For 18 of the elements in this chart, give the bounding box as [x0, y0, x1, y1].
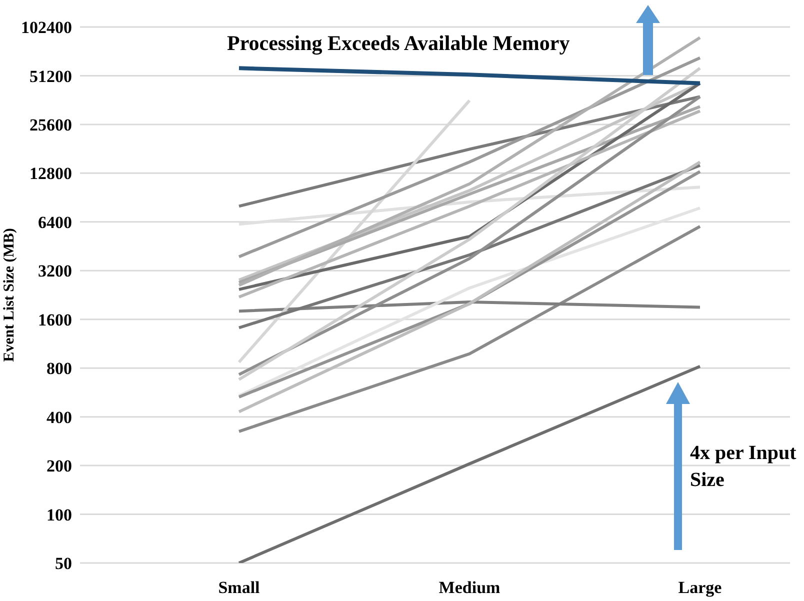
- y-tick-label: 50: [55, 554, 72, 574]
- y-tick-label: 102400: [21, 18, 72, 38]
- x-tick-label: Medium: [438, 578, 500, 598]
- series-label: Processing Exceeds Available Memory: [227, 31, 570, 56]
- y-tick-label: 6400: [38, 212, 72, 232]
- x-tick-label: Large: [678, 578, 722, 598]
- y-tick-label: 400: [46, 408, 72, 427]
- y-tick-label: 800: [46, 359, 72, 378]
- y-axis-title: Event List Size (MB): [1, 228, 18, 362]
- y-tick-label: 51200: [30, 66, 72, 86]
- y-tick-label: 25600: [30, 115, 72, 134]
- y-tick-label: 1600: [38, 310, 72, 330]
- y-tick-label: 3200: [38, 262, 72, 281]
- y-tick-label: 12800: [30, 164, 72, 184]
- x-tick-label: Small: [218, 578, 260, 598]
- y-tick-label: 100: [46, 505, 72, 524]
- annotation: 4x per Input Size: [690, 441, 798, 493]
- y-tick-label: 200: [46, 456, 72, 476]
